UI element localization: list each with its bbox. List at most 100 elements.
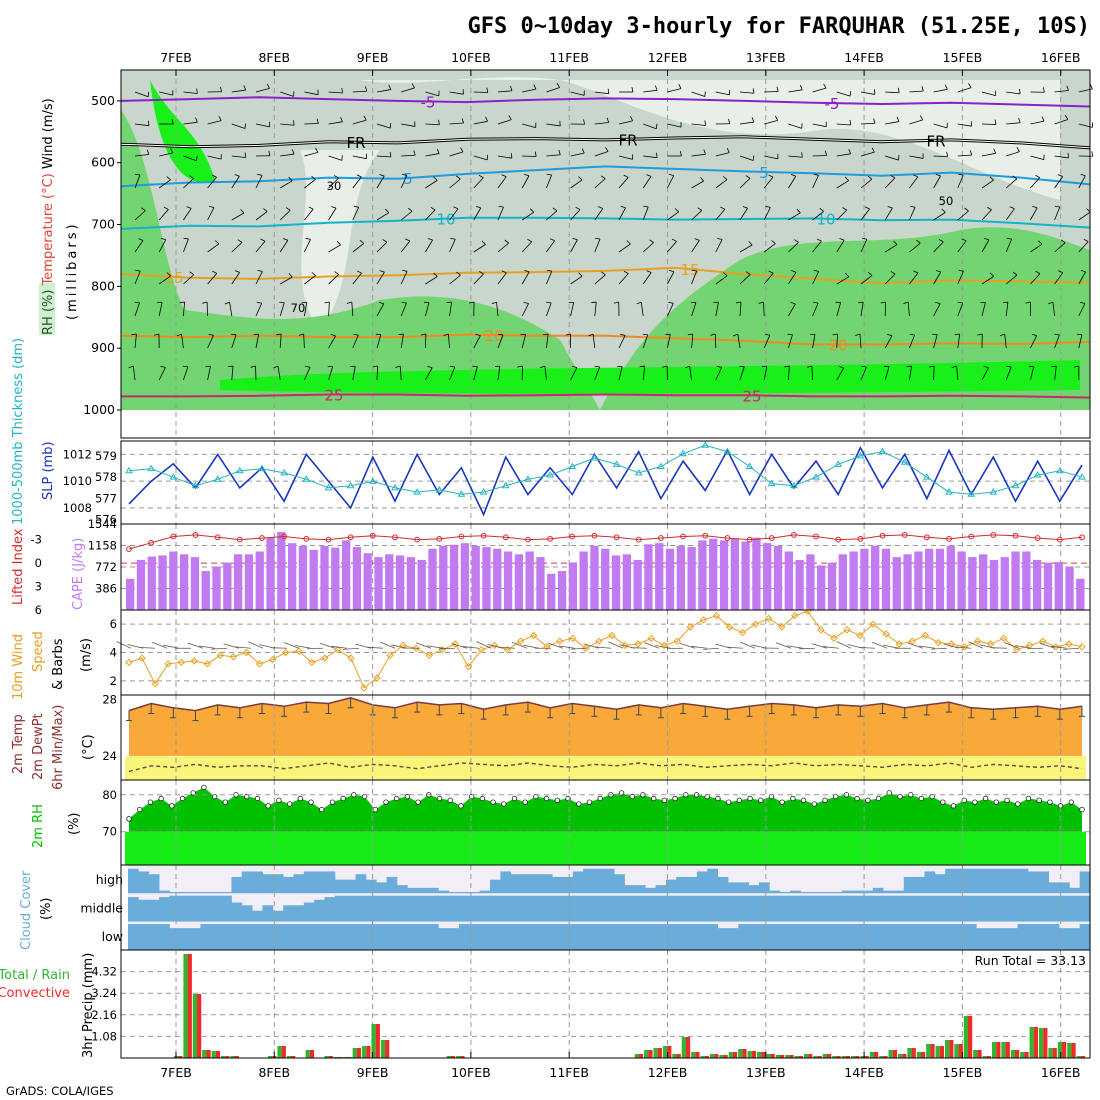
precip-total-bar bbox=[860, 1056, 865, 1058]
wind-barb-flag bbox=[776, 86, 779, 92]
wind-barb-flag bbox=[588, 333, 594, 337]
wind-barb bbox=[231, 242, 243, 253]
cloud-bar-middle bbox=[459, 895, 470, 922]
wind-speed-point bbox=[647, 634, 655, 643]
lifted-index-point bbox=[790, 532, 797, 538]
wind-barb-flag bbox=[1012, 271, 1018, 276]
cape-bar bbox=[244, 554, 254, 610]
cape-bar bbox=[968, 557, 977, 610]
wind-barb-flag bbox=[209, 205, 215, 208]
wind-barb-10m bbox=[211, 647, 228, 650]
wind-barb bbox=[1005, 274, 1018, 285]
cloud-bar-middle bbox=[334, 895, 346, 922]
wind-barb-10m bbox=[883, 644, 900, 649]
wind-barb-flag bbox=[1083, 238, 1089, 242]
wind-barb bbox=[884, 244, 898, 253]
wind-barb bbox=[836, 209, 847, 221]
cape-bar bbox=[730, 538, 739, 610]
cloud-bar-middle bbox=[945, 895, 956, 922]
precip-total-bar bbox=[672, 1054, 677, 1058]
wind-barb-flag bbox=[546, 301, 552, 304]
wind-barb bbox=[231, 123, 246, 129]
cloud-bar-low bbox=[924, 924, 936, 950]
precip-total-bar bbox=[747, 1051, 752, 1058]
wind-barb-flag bbox=[501, 174, 507, 178]
cloud-bar-high bbox=[314, 871, 325, 894]
wind-barb bbox=[546, 334, 549, 349]
wind-barb bbox=[667, 334, 671, 349]
wind-barb-10m bbox=[1039, 642, 1056, 649]
pressure-tick-label: 900 bbox=[91, 340, 115, 355]
cloud-bar-low bbox=[603, 924, 615, 950]
wind-barb-10m bbox=[727, 646, 744, 649]
precip-total-bar bbox=[822, 1054, 827, 1058]
wind-barb bbox=[860, 178, 873, 189]
thickness-point bbox=[679, 449, 687, 457]
precip-total-bar bbox=[456, 1056, 461, 1058]
cape-tick-label: 386 bbox=[95, 582, 117, 596]
li-tick-label: 3 bbox=[35, 580, 42, 594]
thickness-point bbox=[391, 483, 399, 491]
cloud-bar-middle bbox=[758, 895, 770, 922]
wind-barb bbox=[159, 91, 173, 96]
wind-barb-flag bbox=[356, 270, 362, 274]
wind-barb bbox=[763, 243, 776, 253]
cloud-bar-middle bbox=[696, 895, 708, 922]
cloud-bar-low bbox=[138, 924, 150, 950]
cloud-bar-low bbox=[148, 924, 160, 950]
wind-barb-flag bbox=[887, 334, 893, 337]
thickness-point bbox=[634, 468, 643, 476]
wind-barb-10m bbox=[859, 647, 876, 649]
wind-barb bbox=[618, 335, 626, 349]
wind-barb bbox=[788, 272, 797, 285]
cloud-bar-high bbox=[1058, 882, 1070, 894]
cloud-bar-low bbox=[583, 924, 594, 950]
precip-convective-bar bbox=[460, 1056, 465, 1058]
wind-barb-flag bbox=[961, 238, 967, 242]
cloud-bar-low bbox=[355, 924, 367, 950]
wind-barb bbox=[860, 208, 870, 221]
cape-bar bbox=[709, 538, 718, 610]
frame-precip bbox=[120, 949, 1091, 1059]
precip-total-bar bbox=[192, 994, 198, 1058]
thickness-point bbox=[191, 481, 200, 489]
cape-bar bbox=[1011, 551, 1020, 610]
precip-convective-bar bbox=[1043, 1028, 1048, 1058]
wind-barb bbox=[570, 239, 578, 253]
precip-tick-label: 2.16 bbox=[91, 1008, 117, 1022]
wind-barb-flag bbox=[813, 269, 819, 272]
precip-convective-bar bbox=[826, 1054, 832, 1058]
wind-barb bbox=[715, 152, 730, 157]
wind-barb-10m bbox=[223, 643, 240, 649]
wind-barb bbox=[763, 301, 765, 317]
wind-barb-flag bbox=[764, 333, 770, 336]
rh-point bbox=[758, 797, 764, 804]
cloud-bar-low bbox=[769, 924, 781, 950]
wind-barb-flag bbox=[813, 301, 819, 304]
wind-barb-flag bbox=[189, 271, 195, 275]
cloud-bar-middle bbox=[355, 895, 367, 922]
wind-barb-flag bbox=[405, 238, 410, 242]
wind-barb bbox=[836, 180, 849, 189]
cape-bar bbox=[201, 571, 210, 610]
wind-barb-flag bbox=[141, 207, 146, 211]
cloud-bar-low bbox=[965, 924, 977, 950]
wind-barb bbox=[739, 155, 754, 161]
wind-speed-point bbox=[412, 644, 420, 652]
cloud-bar-low bbox=[800, 924, 812, 950]
wind-barb-flag bbox=[717, 237, 723, 240]
wind-barb bbox=[788, 366, 790, 381]
cape-bar bbox=[881, 548, 891, 610]
wind-barb-flag bbox=[751, 117, 755, 123]
precip-total-bar bbox=[991, 1042, 997, 1058]
cloud-bar-middle bbox=[386, 895, 398, 922]
rh-point bbox=[158, 795, 164, 802]
rh-saturated-patch bbox=[150, 80, 215, 183]
wind-barb-flag bbox=[691, 269, 697, 272]
precip-convective-bar bbox=[1024, 1052, 1029, 1058]
wind-barb bbox=[1054, 366, 1057, 381]
wind-barb bbox=[207, 335, 214, 349]
wind-barb bbox=[570, 179, 583, 189]
wind-barb-flag bbox=[890, 175, 896, 179]
